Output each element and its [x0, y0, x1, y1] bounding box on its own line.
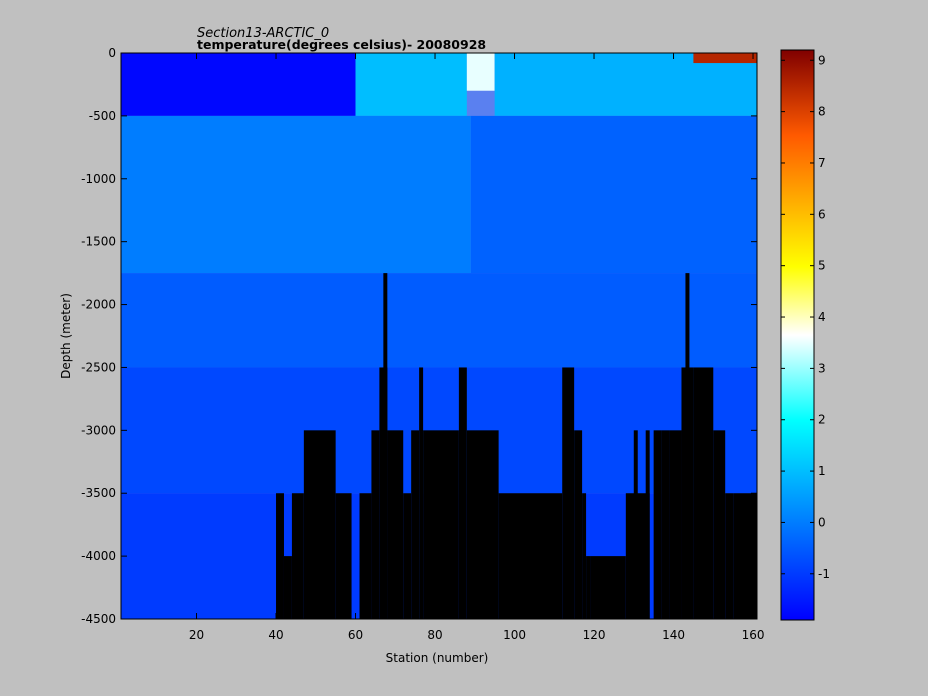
bathymetry-mask [276, 273, 757, 619]
x-tick-label: 100 [503, 628, 526, 642]
heatmap-cell [466, 53, 495, 91]
x-axis: 20 40 60 80 100 120 140 160 [189, 53, 765, 642]
x-tick-label: 160 [742, 628, 765, 642]
bathymetry-bar [466, 430, 499, 619]
y-tick-label: 0 [108, 46, 116, 60]
heatmap-cell [470, 115, 757, 274]
bathymetry-bar [693, 367, 714, 619]
bathymetry-bar [498, 493, 563, 619]
bathymetry-bar [645, 430, 650, 619]
bathymetry-bar [669, 430, 682, 619]
bathymetry-bar [411, 430, 420, 619]
plot-frame [120, 52, 758, 620]
colorbar: -1 0 1 2 3 4 5 6 7 8 9 [780, 49, 830, 621]
bathymetry-bar [403, 493, 412, 619]
y-axis: 0 -500 -1000 -1500 -2000 -2500 -3000 -3500 -4000… [81, 46, 757, 626]
heatmap-cell [355, 53, 467, 116]
x-tick-label: 120 [583, 628, 606, 642]
y-tick-label: -2000 [81, 298, 116, 312]
bathymetry-bar [423, 430, 459, 619]
colorbar-tick-label: 7 [818, 156, 826, 170]
x-tick-label: 140 [662, 628, 685, 642]
x-tick-label: 80 [427, 628, 442, 642]
bathymetry-bar [276, 493, 284, 619]
colorbar-tick-label: 2 [818, 413, 826, 427]
bathymetry-bar [713, 430, 726, 619]
bathymetry-bar [633, 430, 638, 619]
colorbar-tick-label: 5 [818, 259, 826, 273]
heatmap-cell [494, 53, 757, 116]
bathymetry-bar [371, 430, 380, 619]
x-axis-label: Station (number) [386, 651, 489, 665]
y-tick-label: -2500 [81, 360, 116, 374]
y-tick-label: -1000 [81, 172, 116, 186]
heatmap-cell [693, 53, 757, 64]
y-tick-label: -1500 [81, 235, 116, 249]
colorbar-tick-label: 6 [818, 207, 826, 221]
bathymetry-bar [562, 367, 575, 619]
y-tick-label: -4000 [81, 549, 116, 563]
y-tick-label: -4500 [81, 612, 116, 626]
colorbar-tick-label: 4 [818, 310, 826, 324]
colorbar-tick-label: -1 [818, 567, 830, 581]
bathymetry-bar [661, 430, 670, 619]
x-tick-label: 60 [348, 628, 363, 642]
y-tick-label: -3000 [81, 423, 116, 437]
bathymetry-bar [458, 367, 467, 619]
colorbar-ticks: -1 0 1 2 3 4 5 6 7 8 9 [781, 53, 830, 581]
heatmap-cell [121, 53, 356, 116]
y-tick-label: -500 [89, 109, 116, 123]
colorbar-tick-label: 1 [818, 464, 826, 478]
bathymetry-bar [303, 430, 336, 619]
heatmap-cell [121, 115, 471, 274]
y-axis-label: Depth (meter) [59, 293, 73, 379]
bathymetry-bar [590, 556, 626, 619]
colorbar-tick-label: 8 [818, 105, 826, 119]
colorbar-tick-label: 0 [818, 515, 826, 529]
bathymetry-bar [359, 493, 372, 619]
chart-title: Section13-ARCTIC_0 [197, 26, 329, 41]
bathymetry-bar [335, 493, 352, 619]
heatmap-cell [121, 273, 757, 368]
x-tick-label: 20 [189, 628, 204, 642]
bathymetry-bar [586, 556, 591, 619]
bathymetry-bar [283, 556, 292, 619]
bathymetry-bar [419, 367, 424, 619]
bathymetry-bar [685, 273, 690, 619]
bathymetry-bar [383, 273, 388, 619]
bathymetry-bar [291, 493, 304, 619]
chart-subtitle: temperature(degrees celsius)- 20080928 [197, 37, 486, 52]
colorbar-tick-label: 9 [818, 53, 826, 67]
bathymetry-bar [653, 430, 662, 619]
bathymetry-bar [733, 493, 757, 619]
y-tick-label: -3500 [81, 486, 116, 500]
bathymetry-bar [574, 430, 583, 619]
x-tick-label: 40 [268, 628, 283, 642]
bathymetry-bar [725, 493, 734, 619]
bathymetry-bar [582, 493, 587, 619]
colorbar-gradient [780, 49, 815, 621]
bathymetry-bar [387, 430, 404, 619]
colorbar-tick-label: 3 [818, 361, 826, 375]
plot-area: 20 40 60 80 100 120 140 160 0 -500 -1000 -1500 -200… [81, 46, 764, 642]
